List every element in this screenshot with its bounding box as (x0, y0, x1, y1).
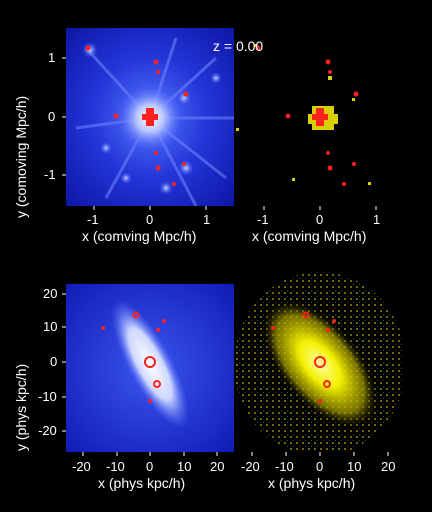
bottom-left-xtick-0: -20 (72, 459, 91, 474)
subhalo-markers (85, 45, 189, 186)
galaxy-gas-map (236, 272, 404, 452)
bottom-left-xlabel: x (phys kpc/h) (98, 475, 186, 491)
bottom-right-xtick-3: 10 (347, 459, 362, 474)
redshift-label: z = 0.00 (213, 38, 264, 54)
top-right-gas-panel (236, 28, 404, 206)
top-left-xtick-1: 0 (146, 212, 154, 227)
bottom-ytick-3: -10 (38, 389, 57, 404)
bottom-right-xtick-1: -10 (275, 459, 294, 474)
top-right-xlabel: x (comving Mpc/h) (252, 228, 367, 244)
galaxy-dark-matter-map (66, 284, 234, 452)
bottom-right-xtick-4: 20 (381, 459, 396, 474)
dark-matter-map (66, 28, 234, 206)
top-ytick-0: 1 (48, 50, 56, 65)
top-left-xtick-0: -1 (87, 212, 99, 227)
bottom-ylabel: y (phys kpc/h) (13, 363, 29, 451)
bottom-left-dark-matter-panel (66, 284, 234, 452)
bottom-right-gas-panel (236, 268, 404, 452)
bottom-ytick-2: 0 (50, 354, 58, 369)
gas-subhalo-markers (255, 45, 359, 186)
top-left-xlabel: x (comving Mpc/h) (82, 228, 197, 244)
top-right-xtick-1: 0 (316, 212, 324, 227)
gas-galaxy-markers (302, 311, 331, 388)
top-right-xtick-2: 1 (373, 212, 381, 227)
top-ytick-2: -1 (44, 167, 56, 182)
gas-map (236, 44, 371, 186)
bottom-right-xtick-0: -20 (241, 459, 260, 474)
bottom-ytick-0: 20 (43, 286, 58, 301)
top-ylabel: y (comoving Mpc/h) (13, 95, 29, 218)
bottom-right-xtick-2: 0 (316, 459, 324, 474)
bottom-ytick-4: -20 (38, 423, 57, 438)
bottom-right-xlabel: x (phys kpc/h) (268, 475, 356, 491)
galaxy-markers (132, 311, 161, 388)
bottom-left-xtick-1: -10 (106, 459, 125, 474)
top-left-xtick-2: 1 (203, 212, 211, 227)
top-right-xtick-0: -1 (257, 212, 269, 227)
top-left-dark-matter-panel (66, 28, 234, 206)
top-ytick-1: 0 (48, 109, 56, 124)
bottom-left-xtick-4: 20 (210, 459, 225, 474)
bottom-ytick-1: 10 (43, 319, 58, 334)
bottom-left-xtick-2: 0 (146, 459, 154, 474)
bottom-left-xtick-3: 10 (177, 459, 192, 474)
